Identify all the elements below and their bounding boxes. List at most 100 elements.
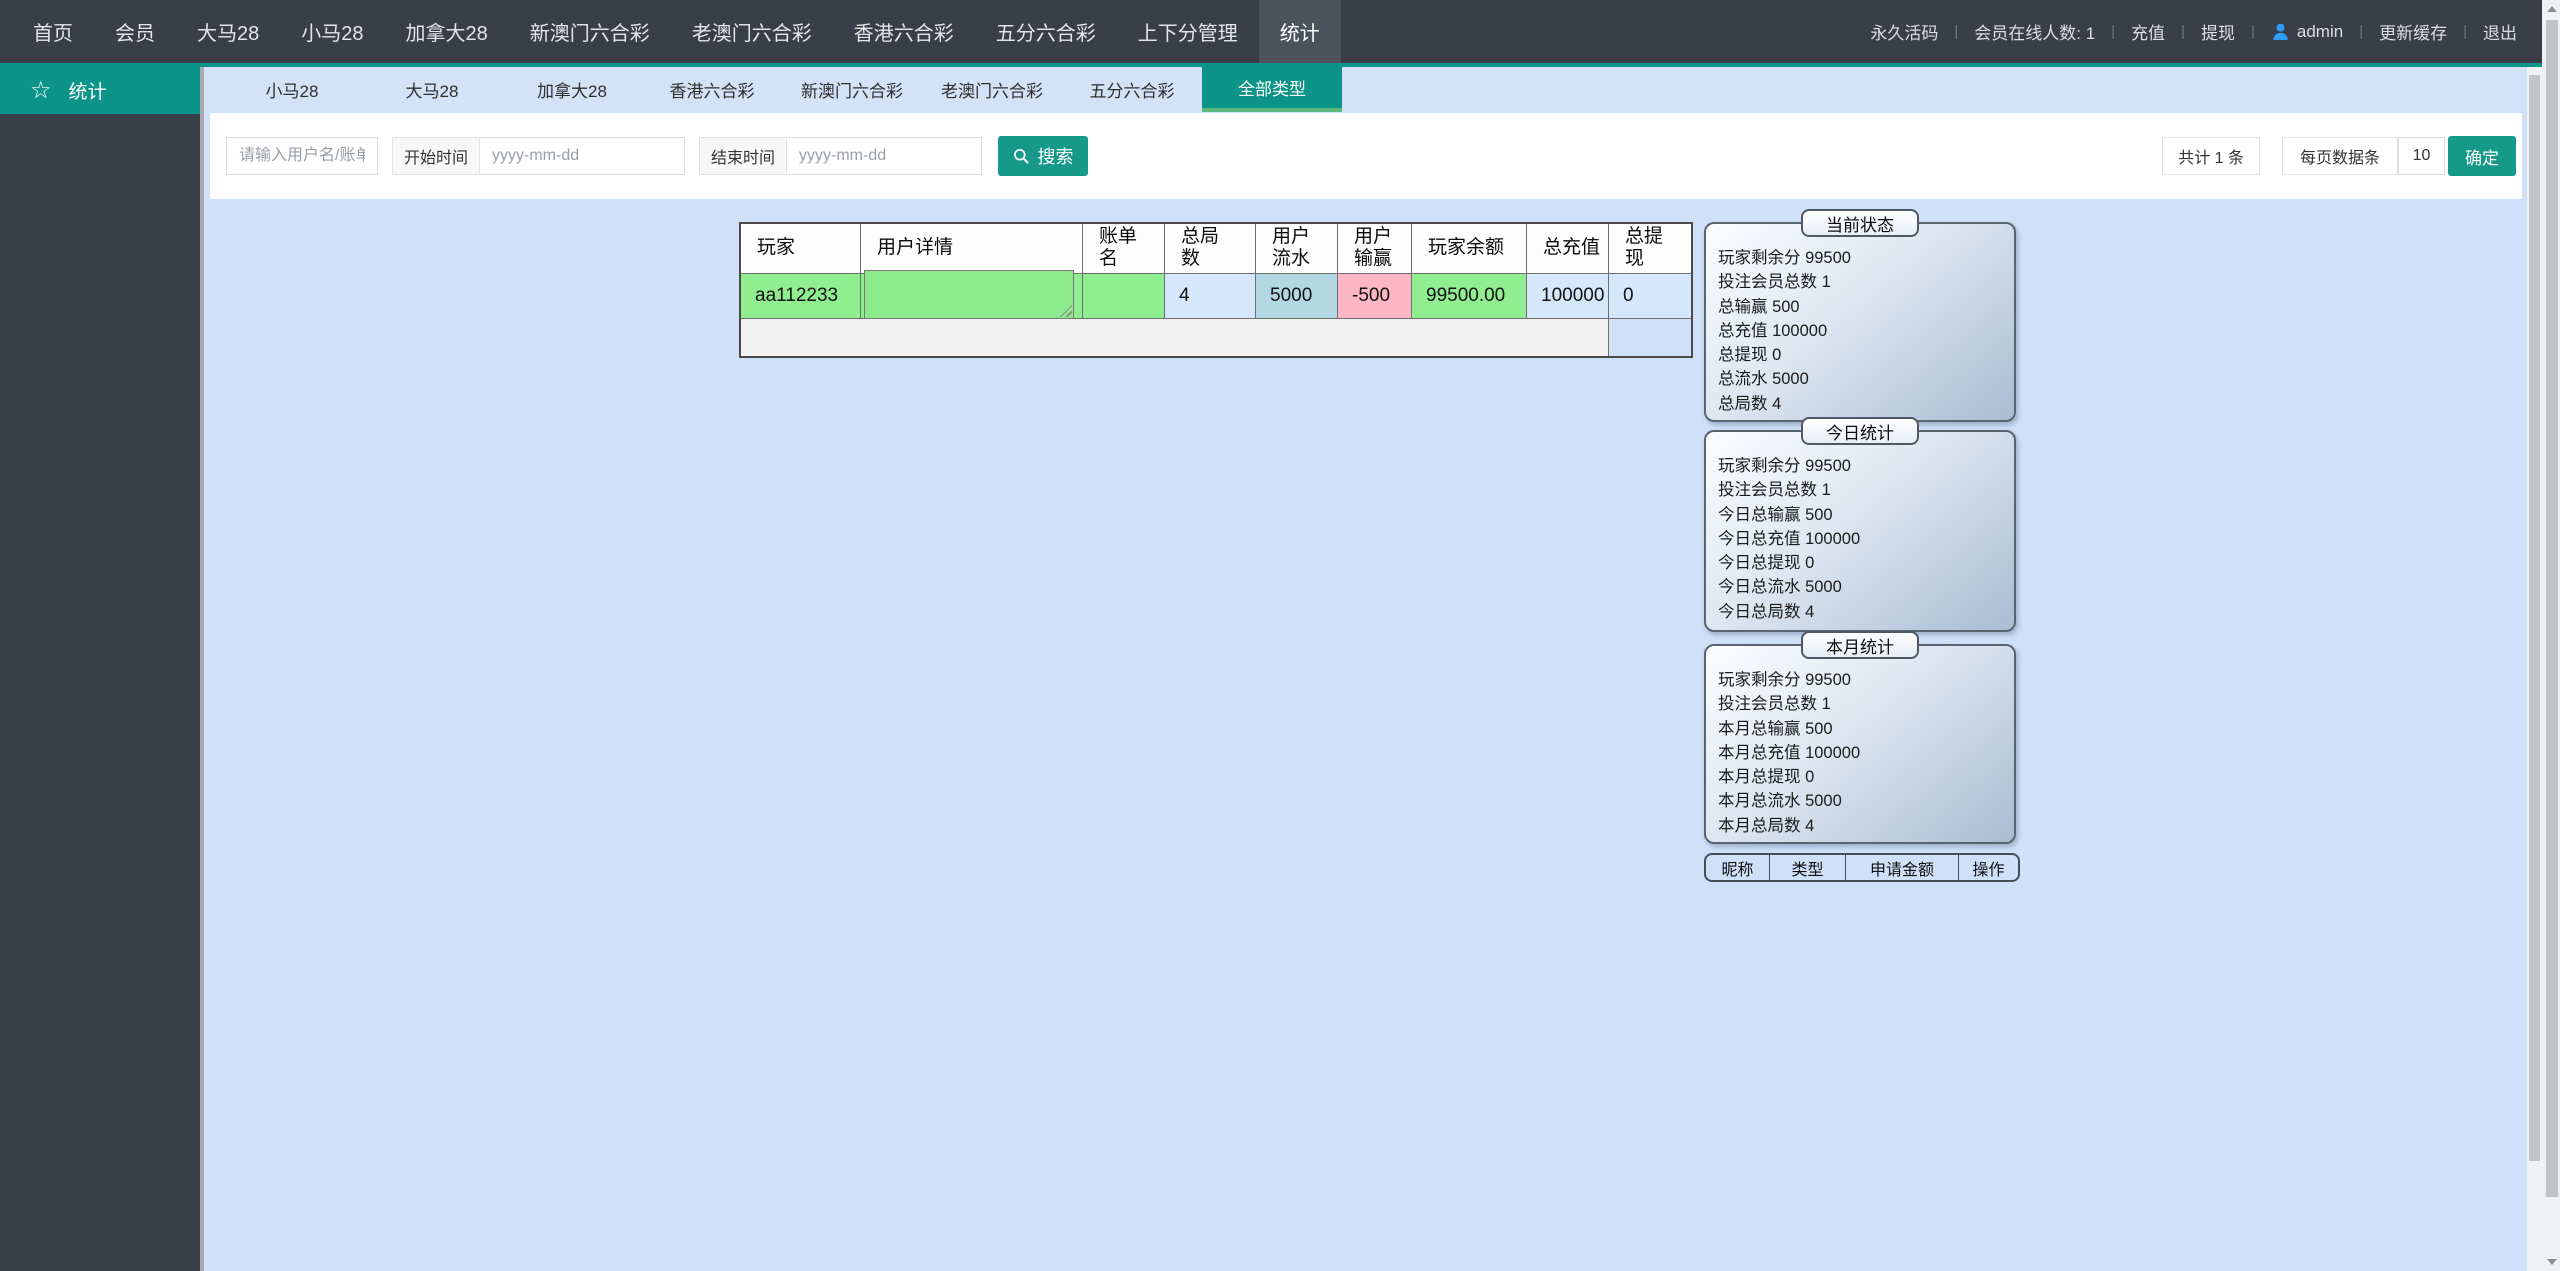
nav-item-wufen[interactable]: 五分六合彩 <box>995 23 1096 45</box>
cell-player-name: aa112233 <box>741 273 861 319</box>
nav-item-old-macau[interactable]: 老澳门六合彩 <box>691 23 812 45</box>
sidebar: ☆ 统计 <box>0 67 200 1271</box>
stat-line: 玩家剩余分 99500 <box>1718 671 1851 689</box>
qr-code-link[interactable]: 永久活码 <box>1870 24 1939 43</box>
panel-current-status-title: 当前状态 <box>1801 209 1919 237</box>
user-detail-textarea[interactable] <box>864 269 1074 319</box>
sidebar-item-label: 统计 <box>68 82 107 103</box>
stat-line: 总流水 5000 <box>1718 370 1809 389</box>
tab-xiaoma28[interactable]: 小马28 <box>265 81 319 101</box>
col-header-user-detail: 用户详情 <box>861 224 1083 274</box>
nav-item-statistics[interactable]: 统计 <box>1258 0 1341 63</box>
nav-item-hongkong[interactable]: 香港六合彩 <box>853 23 954 45</box>
panel-current-status-body: 玩家剩余分 99500 投注会员总数 1 总输赢 500 总充值 100000 … <box>1706 224 2014 416</box>
stat-line: 今日总输赢 500 <box>1718 505 1833 524</box>
nav-separator: | <box>2359 23 2364 40</box>
search-icon <box>1013 148 1029 164</box>
outer-scrollbar-track <box>2544 0 2560 1271</box>
stat-line: 今日总局数 4 <box>1718 602 1815 621</box>
stat-line: 今日总提现 0 <box>1718 554 1815 573</box>
confirm-button[interactable]: 确定 <box>2448 136 2516 176</box>
scrollbar-gap <box>2542 0 2544 1271</box>
table-footer-last <box>1609 318 1691 356</box>
nav-separator: | <box>2181 23 2185 40</box>
tab-wufen[interactable]: 五分六合彩 <box>1089 81 1175 101</box>
stat-line: 玩家剩余分 99500 <box>1718 457 1851 475</box>
panel-today-stats-title: 今日统计 <box>1801 417 1919 445</box>
nav-item-home[interactable]: 首页 <box>33 23 73 45</box>
star-icon: ☆ <box>30 76 52 104</box>
nav-item-dama28[interactable]: 大马28 <box>197 23 260 45</box>
per-page-label: 每页数据条 <box>2281 137 2398 175</box>
logout-link[interactable]: 退出 <box>2483 24 2517 43</box>
panel-current-status: 当前状态 玩家剩余分 99500 投注会员总数 1 总输赢 500 总充值 10… <box>1704 209 2016 422</box>
top-navbar: 首页 会员 大马28 小马28 加拿大28 新澳门六合彩 老澳门六合彩 香港六合… <box>0 0 2545 63</box>
end-date-input[interactable] <box>787 137 982 175</box>
outer-scrollbar-thumb[interactable] <box>2546 20 2558 1197</box>
stat-line: 投注会员总数 1 <box>1718 695 1831 714</box>
withdraw-link[interactable]: 提现 <box>2200 24 2235 43</box>
player-stats-table: 玩家 用户详情 账单 名 总局 数 用户 流水 用户 输赢 玩家余额 总充值 总… <box>739 222 1693 358</box>
nav-item-canada28[interactable]: 加拿大28 <box>405 23 488 45</box>
stat-line: 本月总局数 4 <box>1718 816 1815 835</box>
cell-total-recharge: 100000 <box>1527 273 1609 319</box>
nav-item-xiaoma28[interactable]: 小马28 <box>301 23 364 45</box>
tab-old-macau[interactable]: 老澳门六合彩 <box>941 81 1043 101</box>
main-content: 小马28 大马28 加拿大28 香港六合彩 新澳门六合彩 老澳门六合彩 五分六合… <box>204 67 2527 1271</box>
stat-line: 总输赢 500 <box>1718 297 1800 316</box>
tab-all-types[interactable]: 全部类型 <box>1202 67 1342 112</box>
search-button-label: 搜索 <box>1037 147 1074 167</box>
start-date-input[interactable] <box>480 137 685 175</box>
inner-scrollbar-thumb[interactable] <box>2529 75 2540 1161</box>
top-nav-right: 永久活码 | 会员在线人数: 1 | 充值 | 提现 | admin | 更新缓… <box>1870 0 2545 63</box>
panel-month-stats-title: 本月统计 <box>1801 631 1919 659</box>
tab-canada28[interactable]: 加拿大28 <box>537 81 607 101</box>
per-page-input[interactable] <box>2398 137 2445 175</box>
cell-win-loss: -500 <box>1338 273 1412 319</box>
panel-today-stats: 今日统计 玩家剩余分 99500 投注会员总数 1 今日总输赢 500 今日总充… <box>1704 417 2016 632</box>
col-header-total-withdraw: 总提 现 <box>1609 224 1691 274</box>
sidebar-divider <box>200 67 204 1271</box>
request-table: 昵称 类型 申请金额 操作 <box>1704 853 2020 882</box>
col-header-player: 玩家 <box>741 224 861 274</box>
scroll-down-arrow-icon[interactable] <box>2547 1259 2557 1265</box>
end-time-label: 结束时间 <box>699 137 787 175</box>
game-type-tabbar: 小马28 大马28 加拿大28 香港六合彩 新澳门六合彩 老澳门六合彩 五分六合… <box>204 67 2527 112</box>
refresh-cache-link[interactable]: 更新缓存 <box>2379 24 2448 43</box>
stat-line: 总充值 100000 <box>1718 321 1828 340</box>
pagination-controls: 共计 1 条 每页数据条 确定 <box>2162 136 2516 176</box>
stat-line: 投注会员总数 1 <box>1718 273 1831 292</box>
stat-line: 总提现 0 <box>1718 346 1782 365</box>
top-nav-items: 首页 会员 大马28 小马28 加拿大28 新澳门六合彩 老澳门六合彩 香港六合… <box>12 0 1341 63</box>
nav-item-new-macau[interactable]: 新澳门六合彩 <box>529 23 650 45</box>
scroll-up-arrow-icon[interactable] <box>2547 6 2557 12</box>
sidebar-item-statistics[interactable]: ☆ 统计 <box>0 67 200 114</box>
stat-line: 玩家剩余分 99500 <box>1718 249 1851 267</box>
stat-line: 总局数 4 <box>1718 394 1782 413</box>
search-button[interactable]: 搜索 <box>998 136 1088 176</box>
req-col-amount: 申请金额 <box>1845 855 1958 880</box>
nav-item-members[interactable]: 会员 <box>115 23 155 45</box>
tab-dama28[interactable]: 大马28 <box>405 81 459 101</box>
nav-item-fund-manage[interactable]: 上下分管理 <box>1137 23 1238 45</box>
stat-line: 投注会员总数 1 <box>1718 481 1831 500</box>
req-col-nickname: 昵称 <box>1721 861 1754 879</box>
user-menu[interactable]: admin <box>2271 22 2343 42</box>
nav-separator: | <box>1954 23 1959 40</box>
panel-month-stats-body: 玩家剩余分 99500 投注会员总数 1 本月总输赢 500 本月总充值 100… <box>1706 646 2014 838</box>
col-header-total-recharge: 总充值 <box>1527 224 1609 274</box>
col-header-total-rounds: 总局 数 <box>1165 224 1256 274</box>
stat-line: 今日总充值 100000 <box>1718 529 1861 548</box>
username-label: admin <box>2296 21 2344 41</box>
stat-line: 本月总输赢 500 <box>1718 719 1833 738</box>
col-header-win-loss: 用户 输赢 <box>1338 224 1412 274</box>
cell-turnover: 5000 <box>1256 273 1338 319</box>
cell-balance: 99500.00 <box>1412 273 1527 319</box>
keyword-search-input[interactable] <box>226 137 378 175</box>
tab-hongkong[interactable]: 香港六合彩 <box>669 81 755 101</box>
resize-handle-icon[interactable] <box>1060 304 1072 317</box>
nav-separator: | <box>2463 23 2467 40</box>
recharge-link[interactable]: 充值 <box>2131 24 2166 43</box>
tab-new-macau[interactable]: 新澳门六合彩 <box>801 81 903 101</box>
